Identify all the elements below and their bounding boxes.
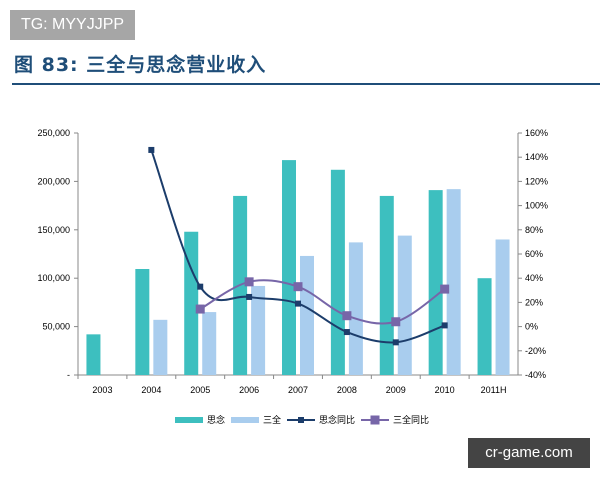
bar-思念 [135,269,150,375]
bar-思念 [184,231,199,375]
right-tick-label: 60% [525,249,543,259]
marker-思念同比 [197,283,204,290]
bar-思念 [86,334,101,375]
left-tick-label: 250,000 [37,128,70,138]
right-tick-label: 0% [525,322,538,332]
bar-思念 [282,160,296,375]
bar-三全 [348,242,363,375]
marker-三全同比 [342,311,352,321]
bar-思念 [477,278,492,375]
left-tick-label: - [67,370,70,380]
right-tick-label: 160% [525,128,548,138]
bar-三全 [202,312,217,375]
bar-三全 [153,319,168,375]
marker-思念同比 [148,146,155,153]
right-tick-label: 80% [525,225,543,235]
x-tick-label: 2008 [337,385,357,395]
x-tick-label: 2007 [288,385,308,395]
figure-title: 图 83: 三全与思念营业收入 [14,54,267,76]
bar-三全 [300,255,314,375]
legend-marker [298,417,304,423]
left-tick-label: 100,000 [37,273,70,283]
legend-swatch [175,417,203,423]
x-tick-label: 2006 [239,385,259,395]
bar-三全 [251,285,266,375]
legend-marker [370,415,380,425]
right-tick-label: -40% [525,370,546,380]
right-tick-label: 40% [525,273,543,283]
marker-三全同比 [244,277,254,287]
left-tick-label: 150,000 [37,225,70,235]
watermark-top: TG: MYYJJPP [10,10,135,40]
x-tick-label: 2011H [481,385,507,395]
x-tick-label: 2005 [190,385,210,395]
marker-三全同比 [293,282,303,292]
title-divider [12,83,600,85]
marker-思念同比 [343,329,350,336]
bar-三全 [446,189,461,375]
x-tick-label: 2004 [141,385,161,395]
legend-label: 思念同比 [319,414,355,425]
watermark-bottom: cr-game.com [468,438,590,468]
legend-label: 三全 [263,414,281,425]
marker-思念同比 [295,300,301,307]
marker-三全同比 [440,284,450,294]
bar-三全 [397,235,412,375]
bar-思念 [330,169,345,375]
x-tick-label: 2009 [386,385,406,395]
right-tick-label: 100% [525,201,548,211]
legend-swatch [231,417,259,423]
right-tick-label: 20% [525,297,543,307]
marker-思念同比 [441,322,448,329]
x-tick-label: 2010 [435,385,455,395]
x-tick-label: 2003 [92,385,112,395]
legend-label: 思念 [207,414,225,425]
bar-三全 [495,239,510,375]
marker-思念同比 [246,293,253,300]
marker-三全同比 [391,317,401,327]
marker-思念同比 [392,339,399,346]
bar-思念 [428,190,443,375]
right-tick-label: 120% [525,176,548,186]
right-tick-label: -20% [525,346,546,356]
right-tick-label: 140% [525,152,548,162]
left-tick-label: 200,000 [37,176,70,186]
legend-label: 三全同比 [393,414,429,425]
marker-三全同比 [195,304,205,314]
bar-思念 [379,195,394,375]
left-tick-label: 50,000 [42,322,70,332]
